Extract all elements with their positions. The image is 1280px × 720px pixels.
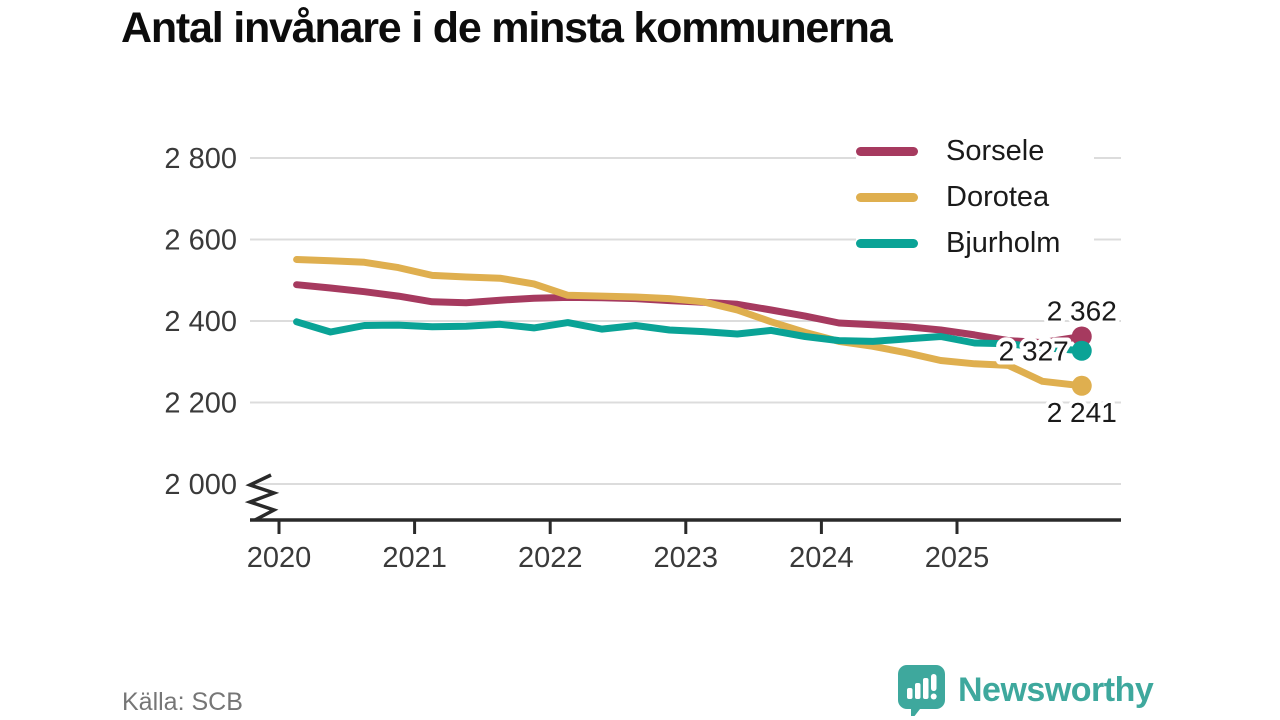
legend-label: Sorsele (946, 134, 1045, 167)
end-value-label-bjurholm: 2 327 (999, 336, 1069, 367)
legend-item-dorotea: Dorotea (856, 174, 1094, 220)
y-tick-label: 2 800 (164, 143, 237, 175)
series-line-bjurholm (293, 318, 1086, 355)
axis-break-icon (244, 473, 280, 522)
exclamation-stem (931, 674, 937, 691)
end-value-label-sorsele: 2 362 (1047, 295, 1117, 326)
end-value-label-dorotea: 2 241 (1047, 397, 1117, 428)
legend: Sorsele Dorotea Bjurholm (856, 128, 1094, 266)
series-endpoint-dorotea (1071, 375, 1092, 396)
bar-1 (907, 688, 913, 699)
y-tick-label: 2 600 (164, 225, 237, 257)
bar-3 (923, 678, 929, 699)
speech-bubble-shape (898, 665, 945, 716)
y-tick-label: 2 400 (164, 306, 237, 338)
x-tick-label: 2025 (925, 542, 990, 574)
legend-item-sorsele: Sorsele (856, 128, 1094, 174)
legend-label: Bjurholm (946, 226, 1061, 259)
x-tick-label: 2022 (518, 542, 583, 574)
legend-swatch-bjurholm (856, 238, 918, 248)
x-tick-label: 2020 (247, 542, 312, 574)
newsworthy-logo: Newsworthy (897, 664, 1154, 716)
x-tick-label: 2023 (654, 542, 719, 574)
series-endpoint-sorsele (1071, 326, 1092, 347)
y-tick-label: 2 200 (164, 388, 237, 420)
source-text: Källa: SCB (122, 688, 243, 716)
series-endpoint-bjurholm (1071, 340, 1092, 361)
chart-title: Antal invånare i de minsta kommunerna (121, 4, 893, 52)
y-tick-label: 2 000 (164, 469, 237, 501)
newsworthy-wordmark: Newsworthy (958, 670, 1154, 709)
line-chart: 2 000 2 200 2 400 2 600 2 800 2020 2021 2022 202… (164, 143, 1121, 574)
series-line-dorotea (293, 256, 1086, 390)
legend-swatch-dorotea (856, 192, 918, 202)
newsworthy-icon (898, 665, 945, 716)
x-tick-label: 2021 (382, 542, 447, 574)
legend-swatch-sorsele (856, 146, 918, 156)
exclamation-dot (930, 693, 937, 700)
legend-label: Dorotea (946, 180, 1050, 213)
legend-item-bjurholm: Bjurholm (856, 220, 1094, 266)
x-tick-label: 2024 (789, 542, 854, 574)
bar-2 (915, 683, 921, 699)
